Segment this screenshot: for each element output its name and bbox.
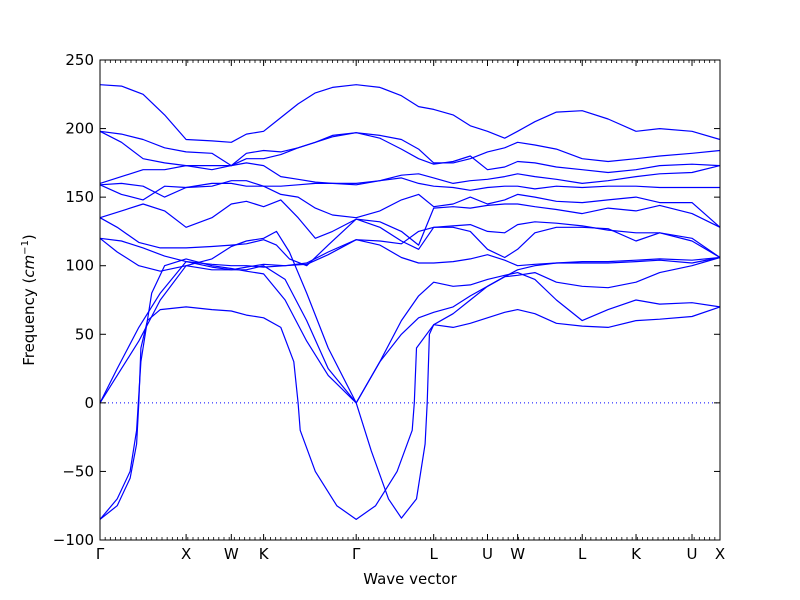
x-tick-label: Γ <box>96 545 105 563</box>
band-line-2 <box>99 258 721 520</box>
band-line-13 <box>99 130 721 167</box>
plot-area <box>99 59 721 541</box>
band-line-14 <box>99 84 721 143</box>
y-tick-label: 100 <box>65 257 94 275</box>
x-tick-label: L <box>578 545 587 563</box>
y-tick-label: 250 <box>65 51 94 69</box>
x-tick-label: W <box>224 545 239 563</box>
y-tick-label: −50 <box>62 462 94 480</box>
band-line-9 <box>99 180 721 228</box>
x-tick-label: X <box>181 545 191 563</box>
x-tick-label: U <box>687 545 698 563</box>
y-tick-label: 0 <box>84 394 94 412</box>
band-line-12 <box>99 130 721 174</box>
x-tick-label: X <box>715 545 725 563</box>
band-line-10 <box>99 177 720 201</box>
y-tick-label: 200 <box>65 120 94 138</box>
x-tick-label: L <box>430 545 439 563</box>
y-tick-label: 50 <box>75 325 94 343</box>
plot-frame <box>99 59 721 541</box>
x-tick-label: W <box>510 545 525 563</box>
band-line-1 <box>99 306 721 521</box>
y-axis-label-exponent: −1 <box>20 240 31 255</box>
x-tick-label: K <box>259 545 270 563</box>
y-axis: −100 −50 0 50 100 150 200 250 <box>53 51 720 549</box>
y-axis-label-close: ) <box>20 234 38 240</box>
x-tick-label: K <box>631 545 642 563</box>
band-line-11 <box>99 162 721 184</box>
band-line-5 <box>99 237 721 272</box>
band-line-8 <box>99 199 721 246</box>
x-tick-label: U <box>482 545 493 563</box>
y-axis-label: Frequency (cm−1) <box>20 234 38 366</box>
y-axis-label-unit: cm <box>20 255 38 278</box>
x-tick-label: Γ <box>352 545 361 563</box>
band-line-4 <box>99 230 721 519</box>
x-axis-label: Wave vector <box>363 570 457 588</box>
band-line-3 <box>99 256 721 404</box>
y-tick-label: 150 <box>65 188 94 206</box>
y-tick-label: −100 <box>53 531 94 549</box>
y-axis-label-text: Frequency ( <box>20 278 38 366</box>
band-line-7 <box>99 217 721 267</box>
series-group <box>99 84 721 521</box>
